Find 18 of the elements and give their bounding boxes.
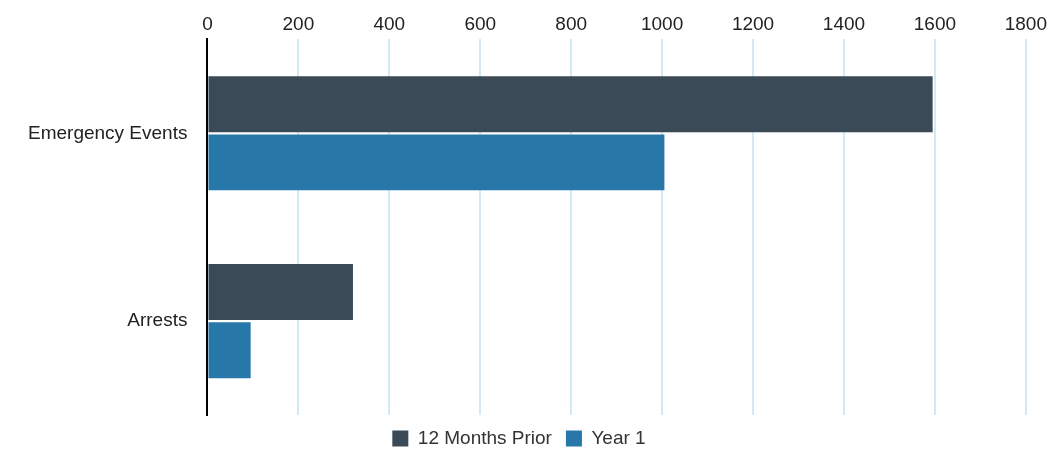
x-tick-label: 1400 [822, 13, 866, 35]
legend-label: Year 1 [591, 426, 646, 448]
legend-label: 12 Months Prior [417, 426, 553, 448]
y-tick-label: Emergency Events [27, 121, 188, 143]
x-tick-label: 1200 [731, 13, 775, 35]
bar [208, 76, 933, 133]
x-tick-label: 800 [555, 13, 588, 35]
x-tick-label: 0 [202, 13, 213, 35]
bar [208, 322, 251, 379]
bar [208, 264, 353, 320]
x-tick-label: 1800 [1004, 13, 1048, 35]
y-tick-label: Arrests [127, 309, 188, 331]
bar [208, 134, 665, 191]
x-tick-label: 400 [373, 13, 406, 35]
x-tick-label: 1600 [913, 13, 957, 35]
x-tick-label: 600 [464, 13, 497, 35]
x-tick-label: 200 [282, 13, 315, 35]
x-tick-label: 1000 [640, 13, 684, 35]
